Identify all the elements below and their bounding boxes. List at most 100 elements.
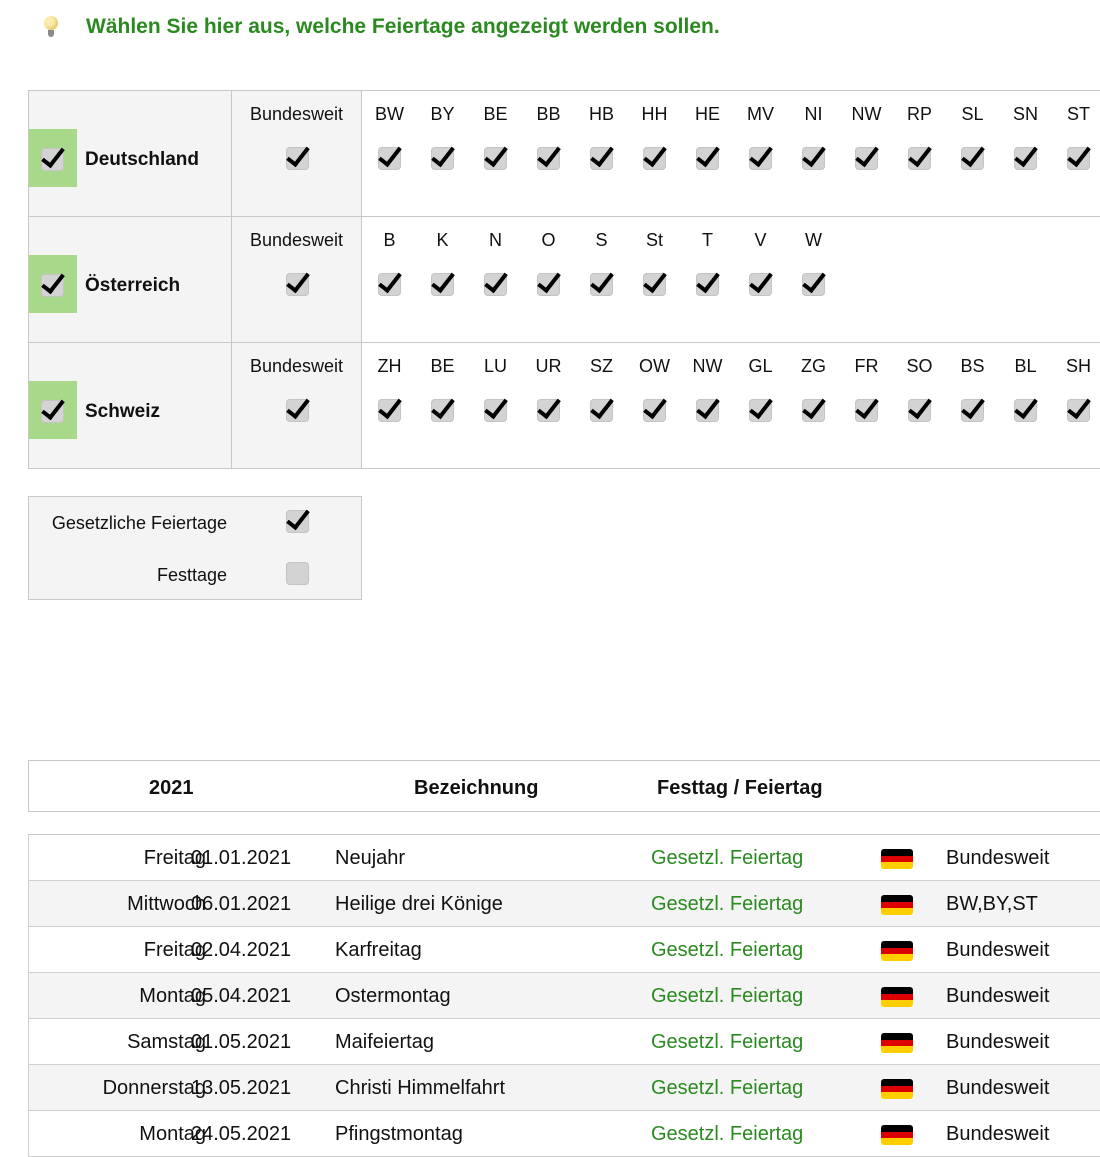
state-checkbox[interactable] bbox=[484, 273, 507, 296]
table-row[interactable]: Donnerstag 13.05.2021 Christi Himmelfahrt G… bbox=[28, 1065, 1100, 1111]
state-checkbox[interactable] bbox=[590, 399, 613, 422]
table-row[interactable]: Mittwoch 06.01.2021 Heilige drei Könige Ges… bbox=[28, 881, 1100, 927]
region: Bundesweit bbox=[946, 1123, 1050, 1145]
holiday-name: Karfreitag bbox=[335, 939, 422, 961]
holiday-type: Gesetzl. Feiertag bbox=[651, 985, 804, 1007]
state-checkbox[interactable] bbox=[696, 273, 719, 296]
state-label: MV bbox=[747, 104, 774, 124]
country-checkbox[interactable] bbox=[41, 148, 64, 171]
state-checkbox[interactable] bbox=[590, 147, 613, 170]
holiday-type: Gesetzl. Feiertag bbox=[651, 1077, 804, 1099]
option-label: Gesetzliche Feiertage bbox=[51, 513, 227, 533]
table-row[interactable]: Montag 05.04.2021 Ostermontag Gesetzl. Feie… bbox=[28, 973, 1100, 1019]
state-label: NW bbox=[851, 104, 882, 124]
header-type[interactable]: Festtag / Feiertag bbox=[657, 777, 823, 799]
state-checkbox[interactable] bbox=[908, 399, 931, 422]
header-year[interactable]: 2021 bbox=[149, 777, 194, 799]
state-checkbox[interactable] bbox=[484, 399, 507, 422]
bundesweit-label: Bundesweit bbox=[249, 356, 344, 376]
state-checkbox[interactable] bbox=[484, 147, 507, 170]
state-checkbox[interactable] bbox=[1067, 147, 1090, 170]
state-checkbox[interactable] bbox=[431, 147, 454, 170]
state-by: BY bbox=[416, 91, 469, 216]
state-checkbox[interactable] bbox=[961, 147, 984, 170]
state-label: NW bbox=[692, 356, 723, 376]
region-österreich: Österreich Bundesweit B K N O S St T V W bbox=[28, 216, 1100, 342]
holiday-type: Gesetzl. Feiertag bbox=[651, 1123, 804, 1145]
date: 06.01.2021 bbox=[191, 893, 292, 915]
header-name[interactable]: Bezeichnung bbox=[414, 777, 539, 799]
holiday-table-body: Freitag 01.01.2021 Neujahr Gesetzl. Feierta… bbox=[28, 834, 1100, 1157]
state-checkbox[interactable] bbox=[431, 273, 454, 296]
state-b: B bbox=[363, 217, 416, 342]
state-label: BE bbox=[430, 356, 455, 376]
state-sh: SH bbox=[1052, 343, 1100, 468]
country-label: Schweiz bbox=[85, 401, 160, 422]
state-checkbox[interactable] bbox=[643, 147, 666, 170]
state-zg: ZG bbox=[787, 343, 840, 468]
bundesweit-checkbox[interactable] bbox=[286, 147, 309, 170]
state-checkbox[interactable] bbox=[802, 399, 825, 422]
bundesweit-checkbox[interactable] bbox=[286, 399, 309, 422]
state-checkbox[interactable] bbox=[749, 147, 772, 170]
germany-flag-icon bbox=[881, 987, 913, 1007]
bundesweit-checkbox[interactable] bbox=[286, 273, 309, 296]
country-checkbox[interactable] bbox=[41, 274, 64, 297]
state-n: N bbox=[469, 217, 522, 342]
state-sn: SN bbox=[999, 91, 1052, 216]
state-checkbox[interactable] bbox=[378, 273, 401, 296]
state-checkbox[interactable] bbox=[378, 147, 401, 170]
state-w: W bbox=[787, 217, 840, 342]
state-checkbox[interactable] bbox=[643, 273, 666, 296]
state-checkbox[interactable] bbox=[855, 399, 878, 422]
state-be: BE bbox=[469, 91, 522, 216]
state-label: B bbox=[383, 230, 396, 250]
state-checkbox[interactable] bbox=[749, 273, 772, 296]
state-checkbox[interactable] bbox=[431, 399, 454, 422]
table-row[interactable]: Montag 24.05.2021 Pfingstmontag Gesetzl. Fe… bbox=[28, 1111, 1100, 1157]
state-checkbox[interactable] bbox=[802, 273, 825, 296]
state-checkbox[interactable] bbox=[696, 399, 719, 422]
state-checkbox[interactable] bbox=[378, 399, 401, 422]
country-checkbox[interactable] bbox=[41, 400, 64, 423]
germany-flag-icon bbox=[881, 1033, 913, 1053]
date: 13.05.2021 bbox=[191, 1077, 292, 1099]
weekday: Montag bbox=[139, 1123, 206, 1145]
option-checkbox[interactable] bbox=[286, 562, 309, 585]
state-label: SH bbox=[1065, 356, 1091, 376]
state-label: T bbox=[702, 230, 713, 250]
state-checkbox[interactable] bbox=[1067, 399, 1090, 422]
state-nw: NW bbox=[840, 91, 893, 216]
state-checkbox[interactable] bbox=[802, 147, 825, 170]
state-checkbox[interactable] bbox=[696, 147, 719, 170]
state-label: HB bbox=[588, 104, 614, 124]
state-checkbox[interactable] bbox=[855, 147, 878, 170]
state-sl: SL bbox=[946, 91, 999, 216]
state-checkbox[interactable] bbox=[908, 147, 931, 170]
state-label: BB bbox=[536, 104, 561, 124]
country-cell: Österreich bbox=[28, 217, 232, 342]
table-row[interactable]: Freitag 01.01.2021 Neujahr Gesetzl. Feierta… bbox=[28, 835, 1100, 881]
state-checkbox[interactable] bbox=[537, 273, 560, 296]
germany-flag-icon bbox=[881, 941, 913, 961]
state-checkbox[interactable] bbox=[1014, 147, 1037, 170]
holiday-name: Neujahr bbox=[335, 847, 406, 869]
holiday-name: Ostermontag bbox=[335, 985, 451, 1007]
table-row[interactable]: Freitag 02.04.2021 Karfreitag Gesetzl. Feie… bbox=[28, 927, 1100, 973]
state-label: BW bbox=[375, 104, 404, 124]
holiday-type: Gesetzl. Feiertag bbox=[651, 939, 804, 961]
state-checkbox[interactable] bbox=[590, 273, 613, 296]
state-checkbox[interactable] bbox=[537, 147, 560, 170]
state-checkbox[interactable] bbox=[749, 399, 772, 422]
date: 24.05.2021 bbox=[191, 1123, 292, 1145]
state-checkbox[interactable] bbox=[961, 399, 984, 422]
state-checkbox[interactable] bbox=[1014, 399, 1037, 422]
state-label: UR bbox=[535, 356, 562, 376]
state-checkbox[interactable] bbox=[537, 399, 560, 422]
state-checkbox[interactable] bbox=[643, 399, 666, 422]
table-row[interactable]: Samstag 01.05.2021 Maifeiertag Gesetzl. Fei… bbox=[28, 1019, 1100, 1065]
holiday-name: Maifeiertag bbox=[335, 1031, 434, 1053]
state-zh: ZH bbox=[363, 343, 416, 468]
option-checkbox[interactable] bbox=[286, 510, 309, 533]
state-label: ZG bbox=[801, 356, 826, 376]
